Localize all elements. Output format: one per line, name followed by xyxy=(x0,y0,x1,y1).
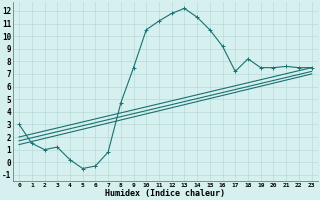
X-axis label: Humidex (Indice chaleur): Humidex (Indice chaleur) xyxy=(105,189,225,198)
